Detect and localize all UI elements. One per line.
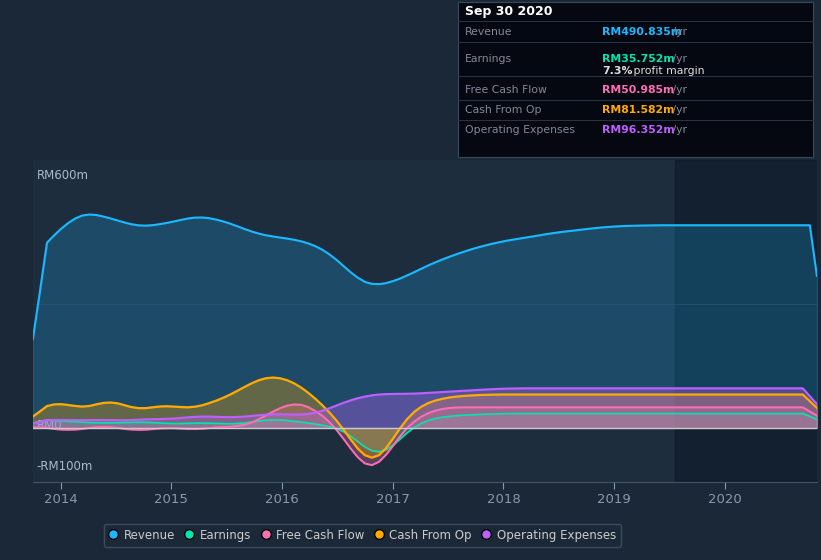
Text: RM35.752m: RM35.752m — [602, 54, 674, 64]
Text: RM81.582m: RM81.582m — [602, 105, 674, 115]
Text: Operating Expenses: Operating Expenses — [465, 125, 575, 136]
Text: RM96.352m: RM96.352m — [602, 125, 674, 136]
Text: /yr: /yr — [669, 125, 687, 136]
Text: Free Cash Flow: Free Cash Flow — [465, 85, 547, 95]
Text: 7.3%: 7.3% — [602, 66, 632, 76]
Text: RM490.835m: RM490.835m — [602, 27, 681, 37]
Text: Cash From Op: Cash From Op — [465, 105, 541, 115]
Text: /yr: /yr — [669, 27, 687, 37]
Text: Revenue: Revenue — [465, 27, 512, 37]
Text: /yr: /yr — [669, 85, 687, 95]
Text: RM50.985m: RM50.985m — [602, 85, 674, 95]
Text: RM0: RM0 — [37, 419, 62, 432]
Text: Earnings: Earnings — [465, 54, 511, 64]
Text: /yr: /yr — [669, 54, 687, 64]
Text: RM600m: RM600m — [37, 169, 89, 182]
Text: profit margin: profit margin — [630, 66, 704, 76]
Bar — [675, 160, 817, 482]
Legend: Revenue, Earnings, Free Cash Flow, Cash From Op, Operating Expenses: Revenue, Earnings, Free Cash Flow, Cash … — [103, 524, 621, 547]
Text: Sep 30 2020: Sep 30 2020 — [465, 5, 553, 18]
Text: /yr: /yr — [669, 105, 687, 115]
Text: -RM100m: -RM100m — [37, 460, 93, 473]
